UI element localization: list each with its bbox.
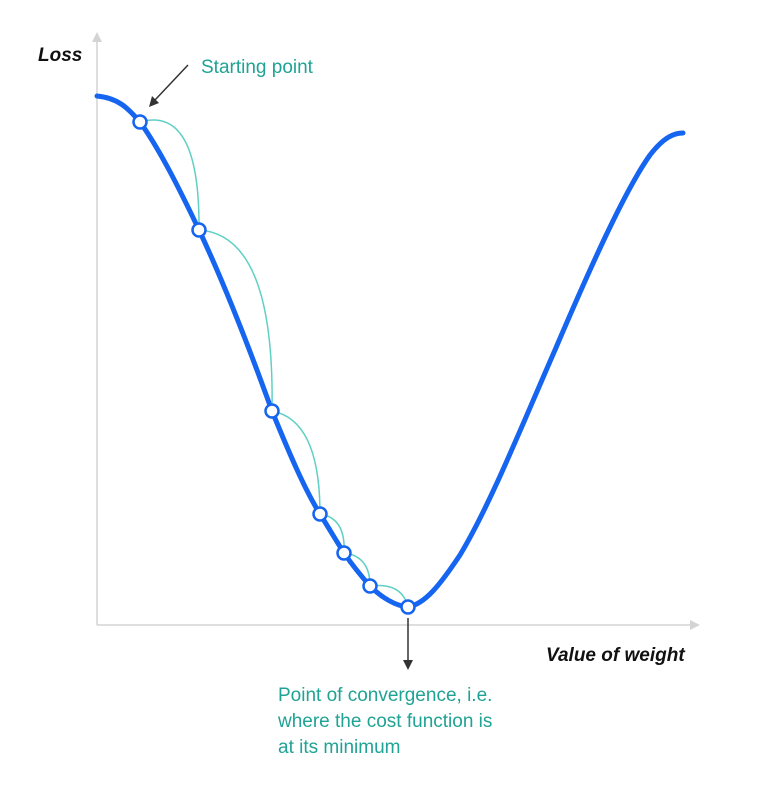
x-axis-label: Value of weight — [546, 645, 685, 666]
step-point — [362, 578, 378, 594]
convergence-point — [400, 599, 416, 615]
x-axis-arrowhead-icon — [690, 620, 700, 630]
step-point — [336, 545, 352, 561]
step-point — [132, 114, 148, 130]
loss-curve — [94, 93, 686, 610]
convergence-arrowhead-icon — [403, 660, 413, 670]
start-arrow — [149, 64, 189, 107]
convergence-arrow — [403, 618, 413, 670]
step-arc — [198, 229, 273, 412]
convergence-label: Point of convergence, i.e. where the cos… — [277, 685, 498, 758]
step-point — [191, 222, 207, 238]
step-arc — [271, 410, 321, 515]
axes — [92, 32, 700, 630]
y-axis-label: Loss — [38, 45, 82, 66]
step-arc — [139, 119, 200, 231]
start-arrow-line — [154, 64, 189, 101]
y-axis-arrowhead-icon — [92, 32, 102, 42]
step-point — [312, 506, 328, 522]
start-arrowhead-icon — [149, 96, 159, 107]
convergence-label-line: where the cost function is — [277, 711, 492, 732]
step-points — [132, 114, 416, 615]
step-point — [264, 403, 280, 419]
starting-point-label: Starting point — [201, 57, 314, 78]
convergence-label-line: at its minimum — [278, 737, 400, 758]
convergence-label-line: Point of convergence, i.e. — [278, 685, 492, 706]
